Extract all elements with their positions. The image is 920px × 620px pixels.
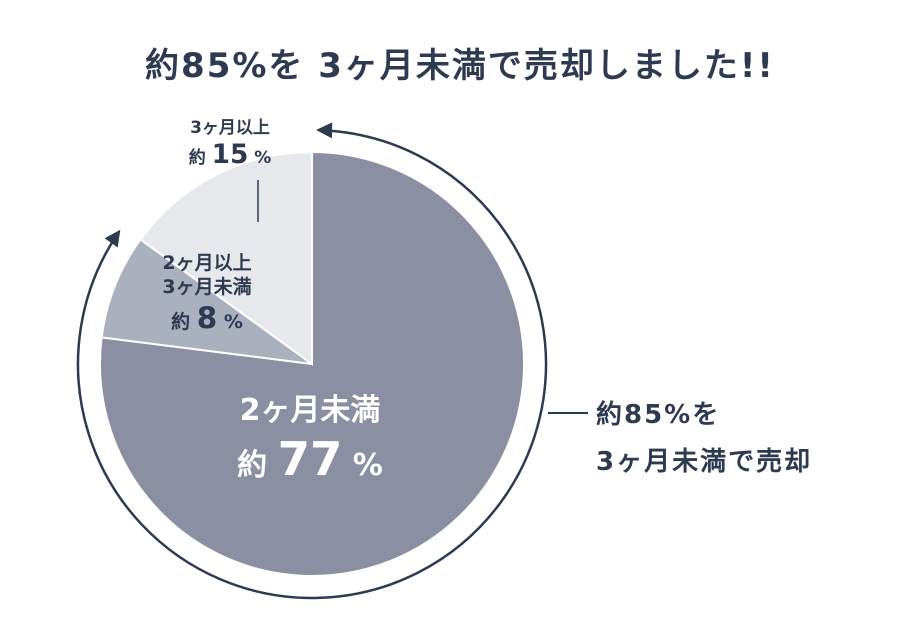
slice-value-under-2-months: 77 — [277, 431, 343, 486]
slice-label-2-to-3-months-value-row: 約 8 % — [112, 300, 302, 337]
arrowhead-top — [316, 122, 333, 139]
share-arrow-arc — [76, 129, 548, 600]
slice-unit: % — [352, 447, 383, 483]
slice-label-prefix: 約 — [171, 310, 191, 333]
slice-label-under-2-months: 2ヶ月未満 約 77 % — [190, 392, 430, 488]
annotation-line-2: 3ヶ月未満で売却 — [596, 446, 813, 477]
slice-label-prefix: 約 — [237, 447, 268, 483]
slice-label-prefix: 約 — [188, 148, 206, 169]
slice-label-over-3-months: 3ヶ月以上 約 15 % — [150, 118, 310, 172]
annotation-text: 約85%を 3ヶ月未満で売却 — [596, 392, 812, 486]
slice-label-2-to-3-months-line1: 2ヶ月以上 — [162, 252, 252, 274]
slice-value-over-3-months: 15 — [211, 140, 249, 171]
slice-unit: % — [223, 310, 243, 333]
slice-label-over-3-months-value-row: 約 15 % — [150, 139, 310, 172]
slice-label-over-3-months-line1: 3ヶ月以上 — [190, 118, 270, 138]
slice-unit: % — [254, 148, 272, 169]
slice-label-under-2-months-value-row: 約 77 % — [190, 430, 430, 488]
arrowhead-left — [104, 229, 121, 248]
slice-label-2-to-3-months-line2: 3ヶ月未満 — [162, 275, 252, 298]
chart-title: 約85%を 3ヶ月未満で売却しました!! — [145, 46, 775, 86]
slice-2-to-3-months — [100, 237, 313, 365]
slice-label-under-2-months-line1: 2ヶ月未満 — [239, 393, 381, 428]
slice-label-2-to-3-months: 2ヶ月以上 3ヶ月未満 約 8 % — [112, 252, 302, 336]
annotation-line-1: 約85%を — [596, 400, 721, 430]
slice-under-2-months — [99, 150, 525, 577]
slice-value-2-to-3-months: 8 — [196, 300, 218, 335]
slice-over-3-months — [139, 150, 313, 366]
